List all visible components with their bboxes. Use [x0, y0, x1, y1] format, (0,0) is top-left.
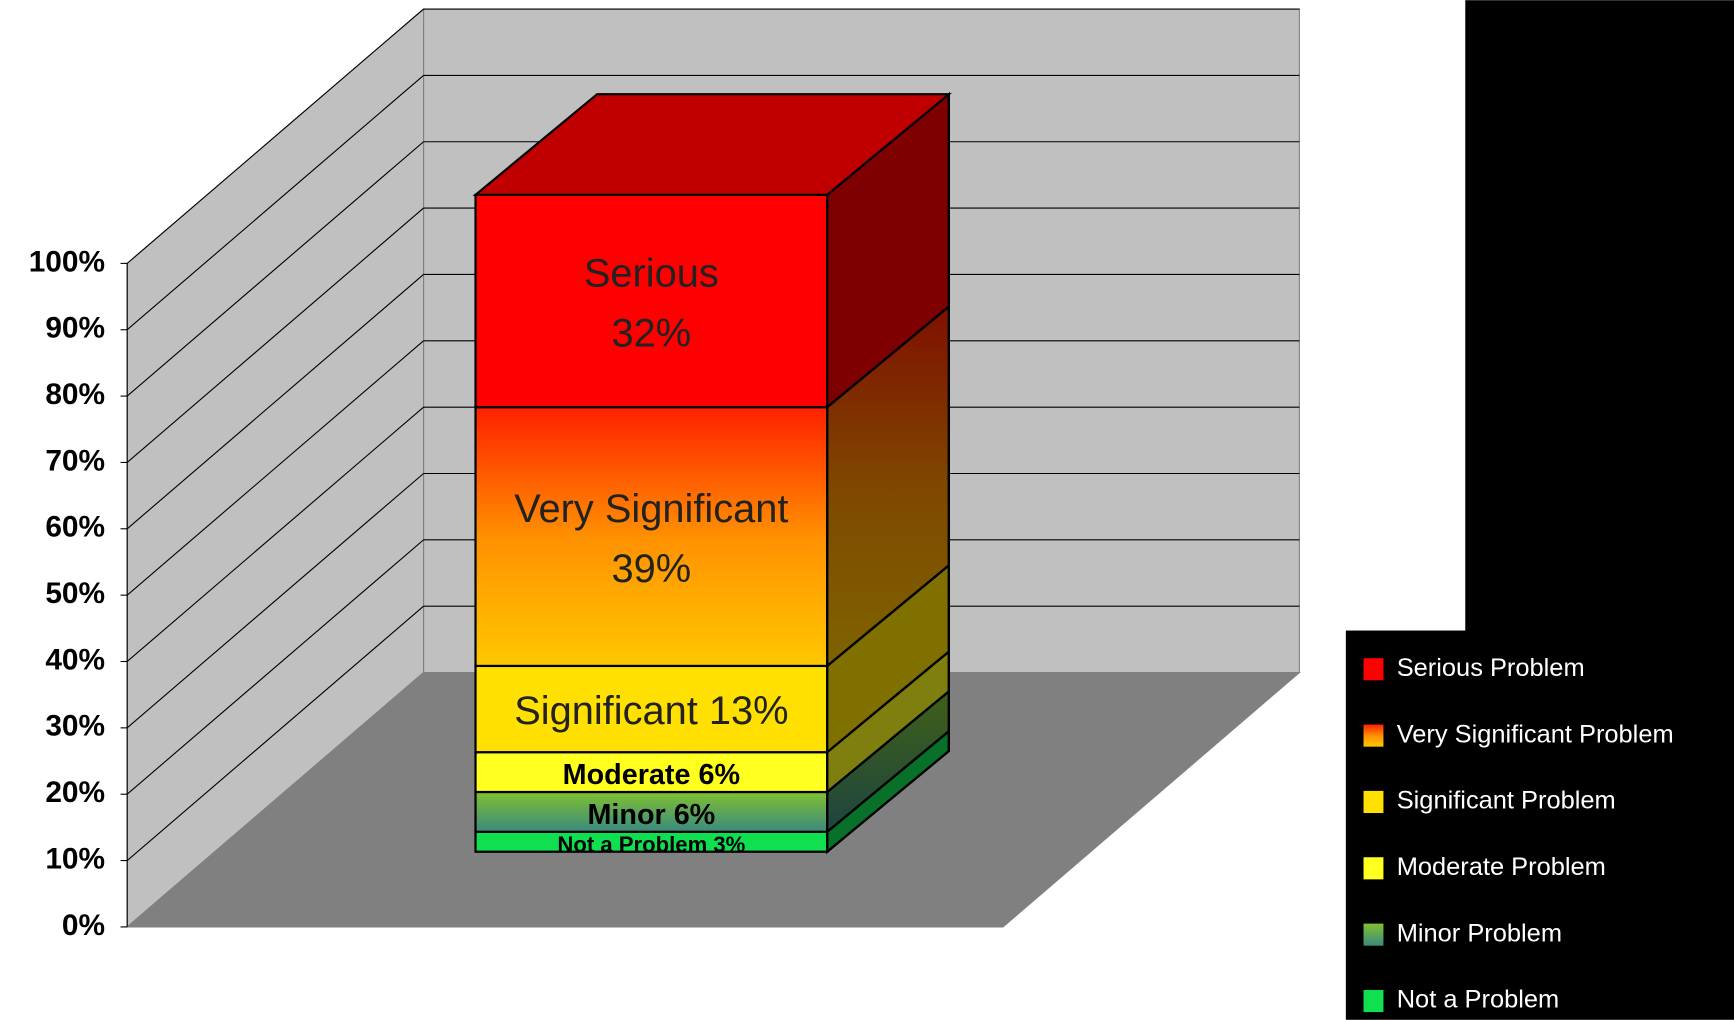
- y-tick-label: 0%: [62, 909, 105, 942]
- grid-line: [126, 74, 424, 331]
- legend-label: Serious Problem: [1397, 654, 1585, 682]
- y-tick-label: 30%: [45, 710, 105, 743]
- legend-label: Moderate Problem: [1397, 853, 1606, 881]
- data-label: Significant 13%: [514, 689, 788, 733]
- y-tick-label: 80%: [45, 378, 105, 411]
- legend-label: Very Significant Problem: [1397, 720, 1674, 748]
- bar-segment: [474, 664, 829, 754]
- legend-swatch: [1363, 857, 1384, 880]
- data-label: Moderate 6%: [563, 759, 740, 791]
- bar-segment: [474, 751, 829, 794]
- legend-background: [1345, 630, 1734, 1020]
- grid-line: [126, 406, 424, 662]
- y-tick-label: 50%: [45, 577, 105, 610]
- grid-line: [126, 207, 424, 463]
- legend-swatch: [1363, 724, 1384, 747]
- legend-swatch: [1363, 989, 1384, 1013]
- y-tick-label: 20%: [45, 776, 105, 809]
- y-tick-label: 90%: [45, 312, 105, 345]
- legend-swatch: [1363, 790, 1384, 814]
- y-tick-label: 60%: [45, 511, 105, 544]
- legend-label: Not a Problem: [1397, 986, 1560, 1014]
- grid-line: [126, 8, 424, 264]
- y-tick-label: 100%: [29, 245, 105, 278]
- grid-line: [126, 274, 424, 530]
- legend-label: Significant Problem: [1397, 787, 1616, 815]
- y-tick-label: 70%: [45, 444, 105, 477]
- y-tick-label: 40%: [45, 643, 105, 676]
- grid-line: [126, 539, 424, 795]
- grid-line: [126, 340, 424, 596]
- grid-line: [126, 141, 424, 397]
- data-label: Very Significant 39%: [514, 487, 788, 591]
- grid-line: [126, 605, 424, 861]
- data-label: Minor 6%: [587, 799, 715, 831]
- legend-swatch: [1363, 923, 1384, 946]
- y-tick-label: 10%: [45, 842, 105, 875]
- legend-swatch: [1363, 658, 1384, 681]
- data-label: Not a Problem 3%: [557, 832, 745, 857]
- legend-label: Minor Problem: [1397, 919, 1562, 947]
- grid-line: [126, 473, 424, 729]
- bar-top: [472, 93, 952, 196]
- legend-background: [1465, 0, 1734, 633]
- data-label: Serious 32%: [584, 251, 719, 355]
- bar-segment: [474, 406, 829, 668]
- bar-segment: [474, 193, 829, 409]
